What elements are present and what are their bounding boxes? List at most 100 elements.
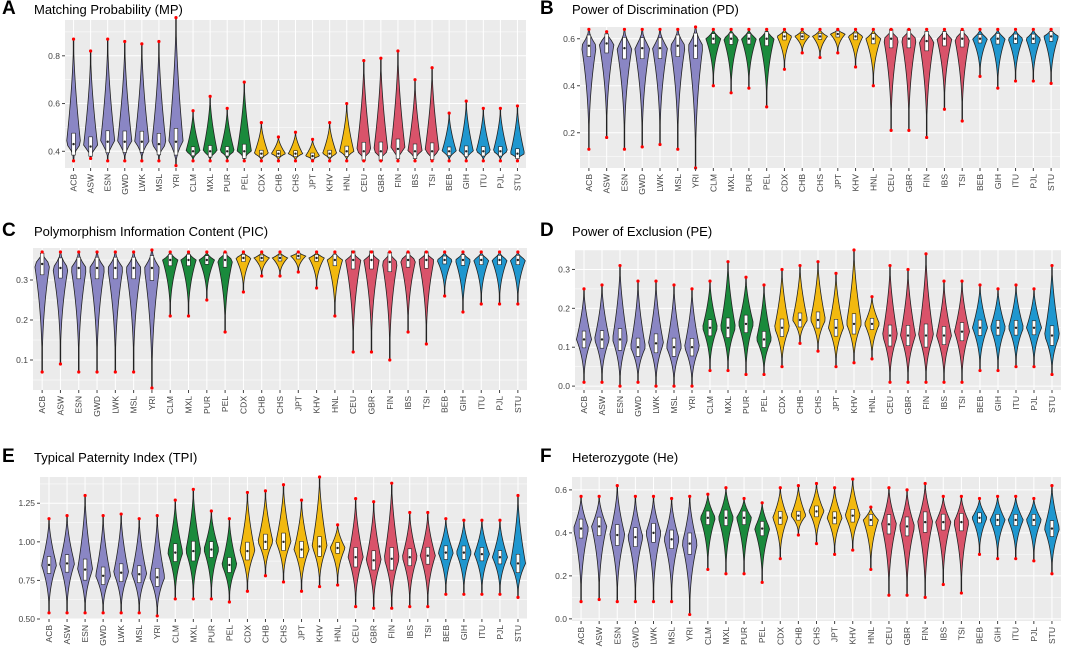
median-dot-ESN <box>106 140 109 143</box>
median-dot-ITU <box>1014 37 1017 40</box>
outlier-dot <box>762 372 766 377</box>
median-dot-MSL <box>670 538 673 541</box>
outlier-dot <box>276 135 281 139</box>
x-tick-label: YRI <box>691 174 701 188</box>
outlier-dot <box>907 27 911 31</box>
median-dot-CDX <box>246 549 249 553</box>
outlier-dot <box>670 600 674 604</box>
x-tick-label: MXL <box>723 396 733 414</box>
outlier-dot <box>852 248 856 252</box>
median-dot-MXL <box>724 516 728 520</box>
median-dot-GBR <box>372 559 375 562</box>
outlier-dot <box>996 557 1000 561</box>
x-tick-label: PJL <box>495 174 505 189</box>
outlier-dot <box>1050 372 1054 377</box>
x-tick-label: ITU <box>1011 396 1021 410</box>
median-dot-CHB <box>801 35 804 38</box>
outlier-dot <box>942 380 946 384</box>
outlier-dot <box>362 58 366 63</box>
outlier-dot <box>333 250 337 254</box>
x-tick-label: TSI <box>957 396 967 409</box>
median-dot-CLM <box>169 258 172 262</box>
outlier-dot <box>869 567 873 572</box>
outlier-dot <box>765 27 769 31</box>
outlier-dot <box>155 614 159 618</box>
median-dot-CHB <box>260 256 263 260</box>
median-dot-PEL <box>228 563 231 567</box>
y-tick-label: 0.4 <box>563 81 575 91</box>
outlier-dot <box>40 250 44 254</box>
median-dot-CLM <box>174 551 177 554</box>
outlier-dot <box>942 279 946 283</box>
median-dot-JPT <box>311 154 314 158</box>
median-dot-CDX <box>260 152 263 155</box>
x-tick-label: GIH <box>459 625 469 640</box>
outlier-dot <box>1032 287 1036 291</box>
x-tick-label: GWD <box>630 627 640 648</box>
x-tick-label: ASW <box>594 627 604 646</box>
outlier-dot <box>113 370 117 374</box>
x-tick-label: CHB <box>273 174 283 192</box>
outlier-dot <box>651 494 656 498</box>
median-dot-PUR <box>226 150 229 153</box>
outlier-dot <box>314 286 319 290</box>
x-tick-label: GWD <box>98 625 108 646</box>
x-tick-label: MSL <box>154 174 164 192</box>
x-tick-label: YRI <box>171 174 181 188</box>
outlier-dot <box>515 159 520 163</box>
x-tick-label: STU <box>512 174 522 191</box>
median-dot-STU <box>516 562 520 565</box>
x-tick-label: PEL <box>757 627 767 643</box>
median-dot-GIH <box>996 37 999 40</box>
median-dot-ESN <box>77 266 80 270</box>
x-tick-label: PUR <box>202 396 212 414</box>
median-dot-GBR <box>370 258 373 262</box>
median-dot-ASW <box>600 338 604 341</box>
panel-title: Heterozygote (He) <box>572 450 679 465</box>
outlier-dot <box>140 42 144 46</box>
x-tick-label: ACB <box>69 174 79 192</box>
median-dot-GIH <box>462 551 466 554</box>
x-tick-label: YRI <box>152 625 162 639</box>
x-tick-label: BEB <box>444 174 454 191</box>
x-tick-label: CDX <box>779 174 789 192</box>
outlier-dot <box>834 271 838 275</box>
x-tick-label: GIH <box>993 396 1003 411</box>
outlier-dot <box>836 27 840 31</box>
x-tick-label: FIN <box>921 396 931 410</box>
median-dot-PJL <box>498 258 501 262</box>
median-dot-KHV <box>318 545 321 548</box>
outlier-dot <box>978 74 982 78</box>
outlier-dot <box>328 159 332 163</box>
x-tick-label: CDX <box>775 627 785 645</box>
median-dot-GWD <box>95 266 99 270</box>
x-tick-label: PUR <box>739 627 749 645</box>
outlier-dot <box>328 121 332 125</box>
x-tick-label: TSI <box>956 627 966 640</box>
median-dot-BEB <box>444 551 448 554</box>
outlier-dot <box>996 368 1000 373</box>
x-tick-label: IBS <box>403 396 413 410</box>
x-tick-label: ASW <box>597 396 607 415</box>
x-tick-label: BEB <box>441 625 451 642</box>
y-tick-label: 0.4 <box>48 146 60 156</box>
median-dot-TSI <box>960 520 963 524</box>
median-dot-GBR <box>907 37 911 40</box>
outlier-dot <box>208 94 212 98</box>
outlier-dot <box>1014 494 1018 498</box>
outlier-dot <box>834 365 838 369</box>
x-tick-label: CHS <box>815 174 825 192</box>
outlier-dot <box>241 290 246 294</box>
outlier-dot <box>960 119 964 123</box>
x-tick-label: JPT <box>293 396 303 411</box>
median-dot-CHS <box>294 152 297 155</box>
outlier-dot <box>1049 27 1053 31</box>
x-tick-label: GIH <box>993 174 1003 189</box>
outlier-dot <box>925 135 929 140</box>
outlier-dot <box>1031 27 1035 31</box>
plot-svg: 0.0 0.1 0.2 0.3 ACB ASW ESN GWD LWK MSL YRI CLM MXL P… <box>558 248 1061 417</box>
outlier-dot <box>89 49 93 53</box>
outlier-dot <box>762 283 766 287</box>
outlier-dot <box>706 567 710 572</box>
outlier-dot <box>113 250 117 254</box>
